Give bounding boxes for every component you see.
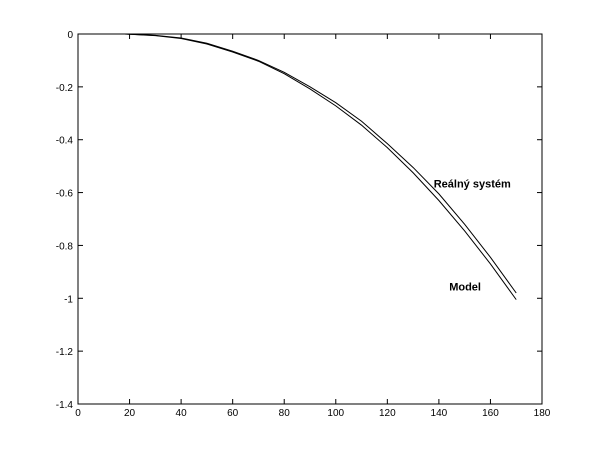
y-tick-label: -0.8 — [56, 241, 74, 252]
x-tick-label: 0 — [75, 408, 81, 419]
y-tick-label: -1.2 — [56, 347, 74, 358]
plot-area-frame — [77, 33, 543, 405]
x-tick-label: 140 — [431, 408, 448, 419]
x-tick-label: 100 — [327, 408, 344, 419]
y-tick-label: 0 — [67, 30, 73, 41]
x-tick-label: 20 — [124, 408, 136, 419]
series-line-realny-system — [124, 33, 517, 294]
y-tick-label: -0.2 — [56, 83, 74, 94]
x-tick-label: 160 — [482, 408, 499, 419]
series-label-model: Model — [449, 281, 481, 293]
y-tick-label: -1.4 — [56, 400, 74, 411]
x-tick-label: 120 — [379, 408, 396, 419]
x-tick-label: 180 — [534, 408, 551, 419]
x-tick-label: 40 — [176, 408, 188, 419]
series-line-model — [124, 33, 517, 300]
labels-layer: Reálný systém Model — [434, 178, 511, 293]
x-tick-label: 60 — [227, 408, 239, 419]
x-tick-label: 80 — [279, 408, 291, 419]
series-layer — [124, 33, 517, 300]
y-tick-label: -0.6 — [56, 189, 74, 200]
ticks-layer: 0 20 40 60 80 100 120 140 160 180 0 -0.2 -0.4 -0.6 -0.… — [56, 30, 551, 419]
series-label-realny-system: Reálný systém — [434, 178, 511, 190]
y-tick-label: -1 — [64, 294, 73, 305]
y-tick-label: -0.4 — [56, 136, 74, 147]
plot-frame-layer — [77, 33, 543, 405]
